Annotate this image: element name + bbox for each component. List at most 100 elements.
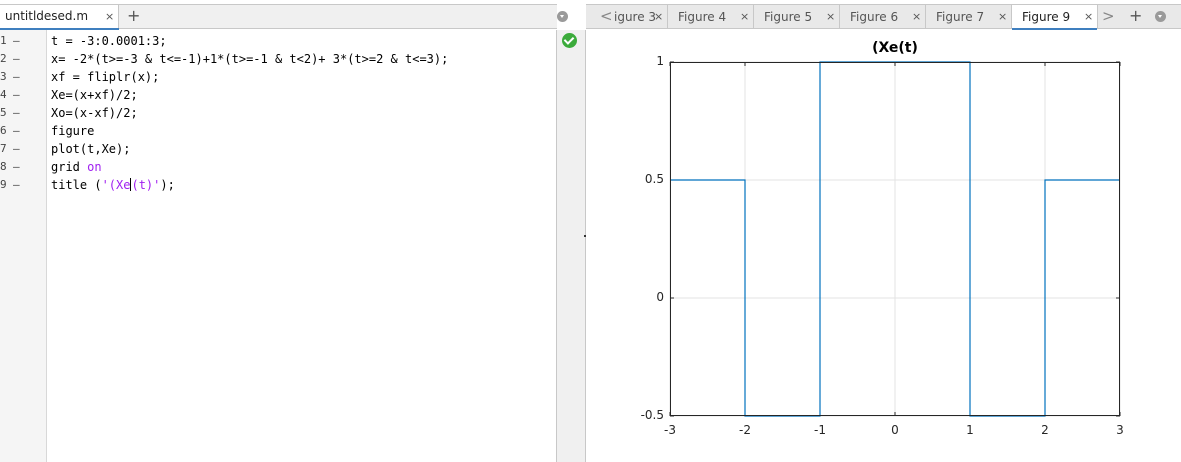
close-icon[interactable]: × bbox=[740, 10, 750, 23]
line-number-gutter: 1–2–3–4–5–6–7–8–9– bbox=[0, 30, 47, 462]
breakpoint-marker[interactable]: – bbox=[13, 160, 20, 173]
code-token: Xe=(x+xf)/2; bbox=[51, 88, 138, 102]
line-number: 5– bbox=[0, 106, 20, 119]
breakpoint-marker[interactable]: – bbox=[13, 34, 20, 47]
breakpoint-marker[interactable]: – bbox=[13, 106, 20, 119]
code-token: t = -3:0.0001:3; bbox=[51, 34, 167, 48]
code-line[interactable]: Xe=(x+xf)/2; bbox=[51, 86, 138, 104]
close-icon[interactable]: × bbox=[912, 10, 922, 23]
code-line[interactable]: plot(t,Xe); bbox=[51, 140, 130, 158]
editor-tab-file[interactable]: untitldesed.m × bbox=[0, 5, 119, 30]
code-token: ); bbox=[160, 178, 175, 192]
editor-tabbar: untitldesed.m × + bbox=[0, 5, 568, 30]
code-line[interactable]: grid on bbox=[51, 158, 102, 176]
breakpoint-marker[interactable]: – bbox=[13, 88, 20, 101]
line-number-value: 4 bbox=[0, 88, 7, 101]
code-token: xf = fliplr(x); bbox=[51, 70, 160, 84]
close-icon[interactable]: × bbox=[826, 10, 836, 23]
figure-tab-label: Figure 5 bbox=[764, 10, 813, 24]
figure-tabbar: < igure 3 × Figure 4 × Figure 5 × Figure 6 × Fig… bbox=[586, 5, 1181, 30]
close-icon[interactable]: × bbox=[105, 10, 115, 23]
line-number-value: 7 bbox=[0, 142, 7, 155]
tab-active-indicator bbox=[1012, 28, 1097, 30]
code-token: x= -2*(t>=-3 & t<=-1)+1*(t>=-1 & t<2)+ 3… bbox=[51, 52, 449, 66]
chevron-down-icon[interactable] bbox=[557, 11, 568, 22]
text-cursor bbox=[130, 178, 132, 191]
line-number: 6– bbox=[0, 124, 20, 137]
figure-tab[interactable]: Figure 9 × bbox=[1012, 5, 1098, 30]
y-tick-label: 0 bbox=[656, 290, 664, 304]
add-tab-button[interactable]: + bbox=[127, 6, 141, 25]
x-tick-label: 1 bbox=[966, 423, 974, 437]
plot-title: (Xe(t) bbox=[872, 40, 918, 56]
figure-tab[interactable]: Figure 4 × bbox=[668, 5, 754, 29]
line-number: 2– bbox=[0, 52, 20, 65]
figure-tab-label: Figure 6 bbox=[850, 10, 899, 24]
line-number: 7– bbox=[0, 142, 20, 155]
line-number-value: 2 bbox=[0, 52, 7, 65]
chevron-down-icon[interactable] bbox=[1155, 11, 1166, 22]
y-tick-label: 0.5 bbox=[644, 172, 664, 186]
breakpoint-marker[interactable]: – bbox=[13, 142, 20, 155]
tab-active-indicator bbox=[0, 28, 119, 30]
axes-box bbox=[670, 62, 1120, 416]
breakpoint-marker[interactable]: – bbox=[13, 178, 20, 191]
code-line[interactable]: Xo=(x-xf)/2; bbox=[51, 104, 138, 122]
editor-pane: untitldesed.m × + 1–2–3–4–5–6–7–8–9– t =… bbox=[0, 0, 568, 462]
code-string: '(Xe bbox=[101, 178, 131, 192]
chevron-right-icon[interactable]: > bbox=[1102, 7, 1115, 25]
breakpoint-marker[interactable]: – bbox=[13, 52, 20, 65]
plot bbox=[669, 61, 1121, 417]
code-line[interactable]: x= -2*(t>=-3 & t<=-1)+1*(t>=-1 & t<2)+ 3… bbox=[51, 50, 448, 68]
x-tick-label: 3 bbox=[1116, 423, 1124, 437]
x-tick-label: 2 bbox=[1041, 423, 1049, 437]
line-number-value: 9 bbox=[0, 178, 7, 191]
divider bbox=[586, 4, 1181, 5]
code-token: grid bbox=[51, 160, 88, 174]
line-number-value: 8 bbox=[0, 160, 7, 173]
close-icon[interactable]: × bbox=[654, 10, 664, 23]
code-analyzer-strip bbox=[556, 30, 586, 462]
figure-tab[interactable]: Figure 5 × bbox=[754, 5, 840, 29]
line-number-value: 3 bbox=[0, 70, 7, 83]
line-number: 3– bbox=[0, 70, 20, 83]
divider bbox=[0, 4, 557, 5]
close-icon[interactable]: × bbox=[1084, 10, 1094, 23]
figure-canvas: (Xe(t) -3 -2 -1 0 1 2 3 -0.5 0 0.5 1 bbox=[587, 30, 1181, 462]
x-tick-label: -3 bbox=[664, 423, 676, 437]
line-number: 1– bbox=[0, 34, 20, 47]
chevron-left-icon[interactable]: < bbox=[600, 7, 613, 25]
code-line[interactable]: t = -3:0.0001:3; bbox=[51, 32, 167, 50]
code-line[interactable]: title ('(Xe(t)'); bbox=[51, 176, 175, 194]
close-icon[interactable]: × bbox=[998, 10, 1008, 23]
breakpoint-marker[interactable]: – bbox=[13, 70, 20, 83]
x-tick-label: -2 bbox=[739, 423, 751, 437]
figure-tab-label: Figure 9 bbox=[1022, 10, 1071, 24]
figure-tab-label: igure 3 bbox=[614, 10, 657, 24]
code-line[interactable]: xf = fliplr(x); bbox=[51, 68, 159, 86]
figure-tab[interactable]: Figure 6 × bbox=[840, 5, 926, 29]
line-number: 9– bbox=[0, 178, 20, 191]
line-number-value: 1 bbox=[0, 34, 7, 47]
figure-tab[interactable]: igure 3 × bbox=[586, 5, 668, 29]
code-token: figure bbox=[51, 124, 95, 138]
code-token: Xo=(x-xf)/2; bbox=[51, 106, 138, 120]
line-number: 4– bbox=[0, 88, 20, 101]
y-tick-label: -0.5 bbox=[640, 408, 664, 422]
code-line[interactable]: figure bbox=[51, 122, 94, 140]
code-keyword: on bbox=[87, 160, 102, 174]
editor-tab-label: untitldesed.m bbox=[5, 9, 89, 23]
y-tick-label: 1 bbox=[656, 54, 664, 68]
figure-tab-label: Figure 4 bbox=[678, 10, 727, 24]
splitter-handle[interactable] bbox=[584, 235, 586, 237]
line-number-value: 6 bbox=[0, 124, 7, 137]
code-string: (t)' bbox=[131, 178, 161, 192]
figure-tab[interactable]: Figure 7 × bbox=[926, 5, 1012, 29]
add-figure-tab-button[interactable]: + bbox=[1129, 6, 1143, 25]
code-token: title ( bbox=[51, 178, 102, 192]
breakpoint-marker[interactable]: – bbox=[13, 124, 20, 137]
x-tick-label: -1 bbox=[814, 423, 826, 437]
check-circle-icon[interactable] bbox=[562, 33, 577, 48]
line-number-value: 5 bbox=[0, 106, 7, 119]
x-tick-label: 0 bbox=[891, 423, 899, 437]
